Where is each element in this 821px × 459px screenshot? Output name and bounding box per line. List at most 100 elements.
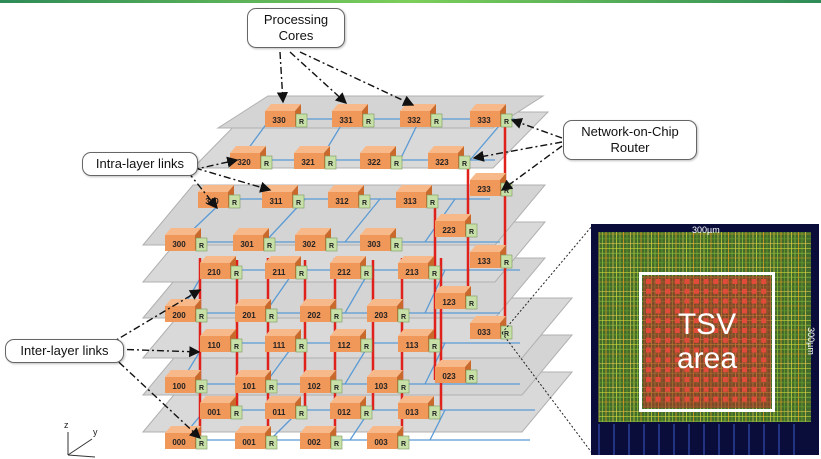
core-node: 320 R: [230, 146, 273, 170]
core-id-label: 233: [477, 185, 491, 194]
core-node: 103 R: [367, 370, 410, 394]
core-node: 333 R: [470, 104, 513, 128]
router-label: R: [267, 243, 272, 250]
core-id-label: 203: [374, 311, 388, 320]
core-node: 002 R: [300, 426, 343, 450]
core-id-label: 101: [242, 382, 256, 391]
core-node: 301 R: [233, 228, 276, 252]
core-id-label: 202: [307, 311, 321, 320]
zoom-lines: [501, 225, 593, 454]
router-label: R: [299, 271, 304, 278]
core-node: 332 R: [400, 104, 443, 128]
router-label: R: [299, 119, 304, 126]
core-id-label: 311: [270, 197, 283, 206]
chip-routing-texture: [598, 232, 811, 455]
core-id-label: 011: [273, 408, 286, 417]
router-label: R: [269, 385, 274, 392]
core-node: 012 R: [330, 396, 373, 420]
core-node: 331 R: [332, 104, 375, 128]
core-id-label: 110: [208, 341, 221, 350]
core-node: 300 R: [165, 228, 208, 252]
core-id-label: 300: [172, 240, 186, 249]
noc-nodes: 000 R 001 R 002 R 003 R 001 R 011 R 012 R 013 R 100 R 101 R…: [165, 104, 513, 450]
core-node: 223 R: [435, 214, 478, 238]
router-label: R: [234, 411, 239, 418]
core-node: 330 R: [265, 104, 308, 128]
core-node: 100 R: [165, 370, 208, 394]
router-label: R: [299, 411, 304, 418]
router-label: R: [432, 344, 437, 351]
callout-inter-layer-links: Inter-layer links: [5, 339, 124, 363]
core-node: 201 R: [235, 299, 278, 323]
core-node: 203 R: [367, 299, 410, 323]
core-id-label: 200: [172, 311, 186, 320]
core-id-label: 123: [442, 298, 456, 307]
core-id-label: 213: [405, 268, 419, 277]
core-node: 023 R: [435, 360, 478, 384]
router-label: R: [199, 243, 204, 250]
core-node: 011 R: [265, 396, 308, 420]
router-label: R: [401, 385, 406, 392]
core-id-label: 302: [302, 240, 316, 249]
router-label: R: [394, 243, 399, 250]
callout-processing-cores: Processing Cores: [247, 8, 345, 48]
router-label: R: [504, 260, 509, 267]
callout-intra-layer-links: Intra-layer links: [82, 152, 198, 176]
router-label: R: [299, 344, 304, 351]
core-node: 000 R: [165, 426, 208, 450]
core-id-label: 323: [435, 158, 449, 167]
core-node: 340 R: [198, 185, 241, 209]
router-label: R: [462, 161, 467, 168]
chip-width-label: 300µm: [692, 225, 720, 235]
core-id-label: 321: [301, 158, 315, 167]
core-node: 110 R: [200, 329, 243, 353]
router-label: R: [364, 411, 369, 418]
core-id-label: 303: [367, 240, 381, 249]
tsv-label: TSV: [677, 308, 737, 341]
core-id-label: 211: [273, 268, 286, 277]
router-label: R: [432, 271, 437, 278]
core-id-label: 332: [407, 116, 421, 125]
core-id-label: 013: [405, 408, 419, 417]
core-node: 113 R: [398, 329, 441, 353]
core-node: 313 R: [396, 185, 439, 209]
core-node: 013 R: [398, 396, 441, 420]
router-label: R: [269, 441, 274, 448]
core-node: 112 R: [330, 329, 373, 353]
core-id-label: 210: [207, 268, 221, 277]
tsv-area-box: TSV area: [639, 272, 775, 412]
router-label: R: [469, 301, 474, 308]
router-label: R: [401, 314, 406, 321]
core-id-label: 112: [338, 341, 351, 350]
router-label: R: [364, 271, 369, 278]
core-node: 303 R: [360, 228, 403, 252]
router-label: R: [469, 229, 474, 236]
core-node: 101 R: [235, 370, 278, 394]
router-label: R: [504, 188, 509, 195]
core-id-label: 340: [205, 197, 219, 206]
router-label: R: [234, 344, 239, 351]
core-id-label: 103: [374, 382, 388, 391]
core-id-label: 033: [477, 328, 491, 337]
core-node: 212 R: [330, 256, 373, 280]
router-label: R: [504, 119, 509, 126]
core-node: 003 R: [367, 426, 410, 450]
core-id-label: 113: [406, 341, 419, 350]
router-label: R: [232, 200, 237, 207]
router-label: R: [334, 385, 339, 392]
core-id-label: 002: [307, 438, 321, 447]
core-node: 210 R: [200, 256, 243, 280]
core-node: 200 R: [165, 299, 208, 323]
core-node: 211 R: [265, 256, 308, 280]
core-id-label: 301: [240, 240, 254, 249]
core-node: 321 R: [294, 146, 337, 170]
core-id-label: 313: [403, 197, 417, 206]
core-node: 323 R: [428, 146, 471, 170]
core-node: 302 R: [295, 228, 338, 252]
router-label: R: [362, 200, 367, 207]
core-node: 001 R: [235, 426, 278, 450]
core-id-label: 212: [337, 268, 351, 277]
chip-layout-image: TSV area 300µm 300µm: [591, 224, 819, 455]
chip-height-label: 300µm: [806, 327, 817, 355]
callout-noc-router: Network-on-Chip Router: [563, 120, 697, 160]
